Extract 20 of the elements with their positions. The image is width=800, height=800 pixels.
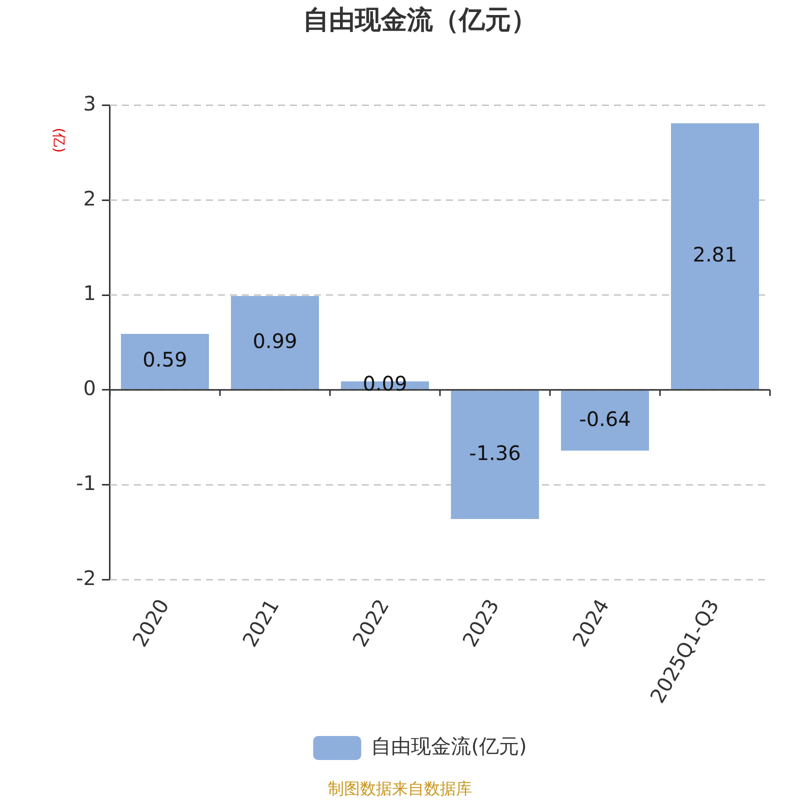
data-label: 0.99	[252, 328, 298, 353]
y-axis-title: (亿)	[50, 128, 66, 153]
y-tick-label: 1	[83, 281, 96, 306]
y-tick-label: 0	[83, 376, 96, 400]
y-tick-label: 3	[83, 91, 96, 116]
y-tick-label: 2	[83, 186, 96, 210]
data-label: 2.81	[692, 242, 738, 266]
legend-label: 自由现金流(亿元)	[371, 734, 527, 758]
bar	[450, 390, 539, 519]
bar	[120, 334, 209, 390]
data-label: -1.36	[469, 441, 521, 466]
text: 制图数据来自数据库	[328, 779, 472, 798]
data-label: 0.59	[142, 348, 188, 372]
bar	[230, 296, 319, 390]
chart-title: 自由现金流（亿元）	[303, 5, 537, 36]
bar	[560, 390, 649, 451]
bar	[670, 123, 759, 390]
data-label: -0.64	[579, 406, 631, 431]
y-tick-label: -1	[76, 471, 96, 496]
y-tick-label: -2	[76, 566, 96, 590]
